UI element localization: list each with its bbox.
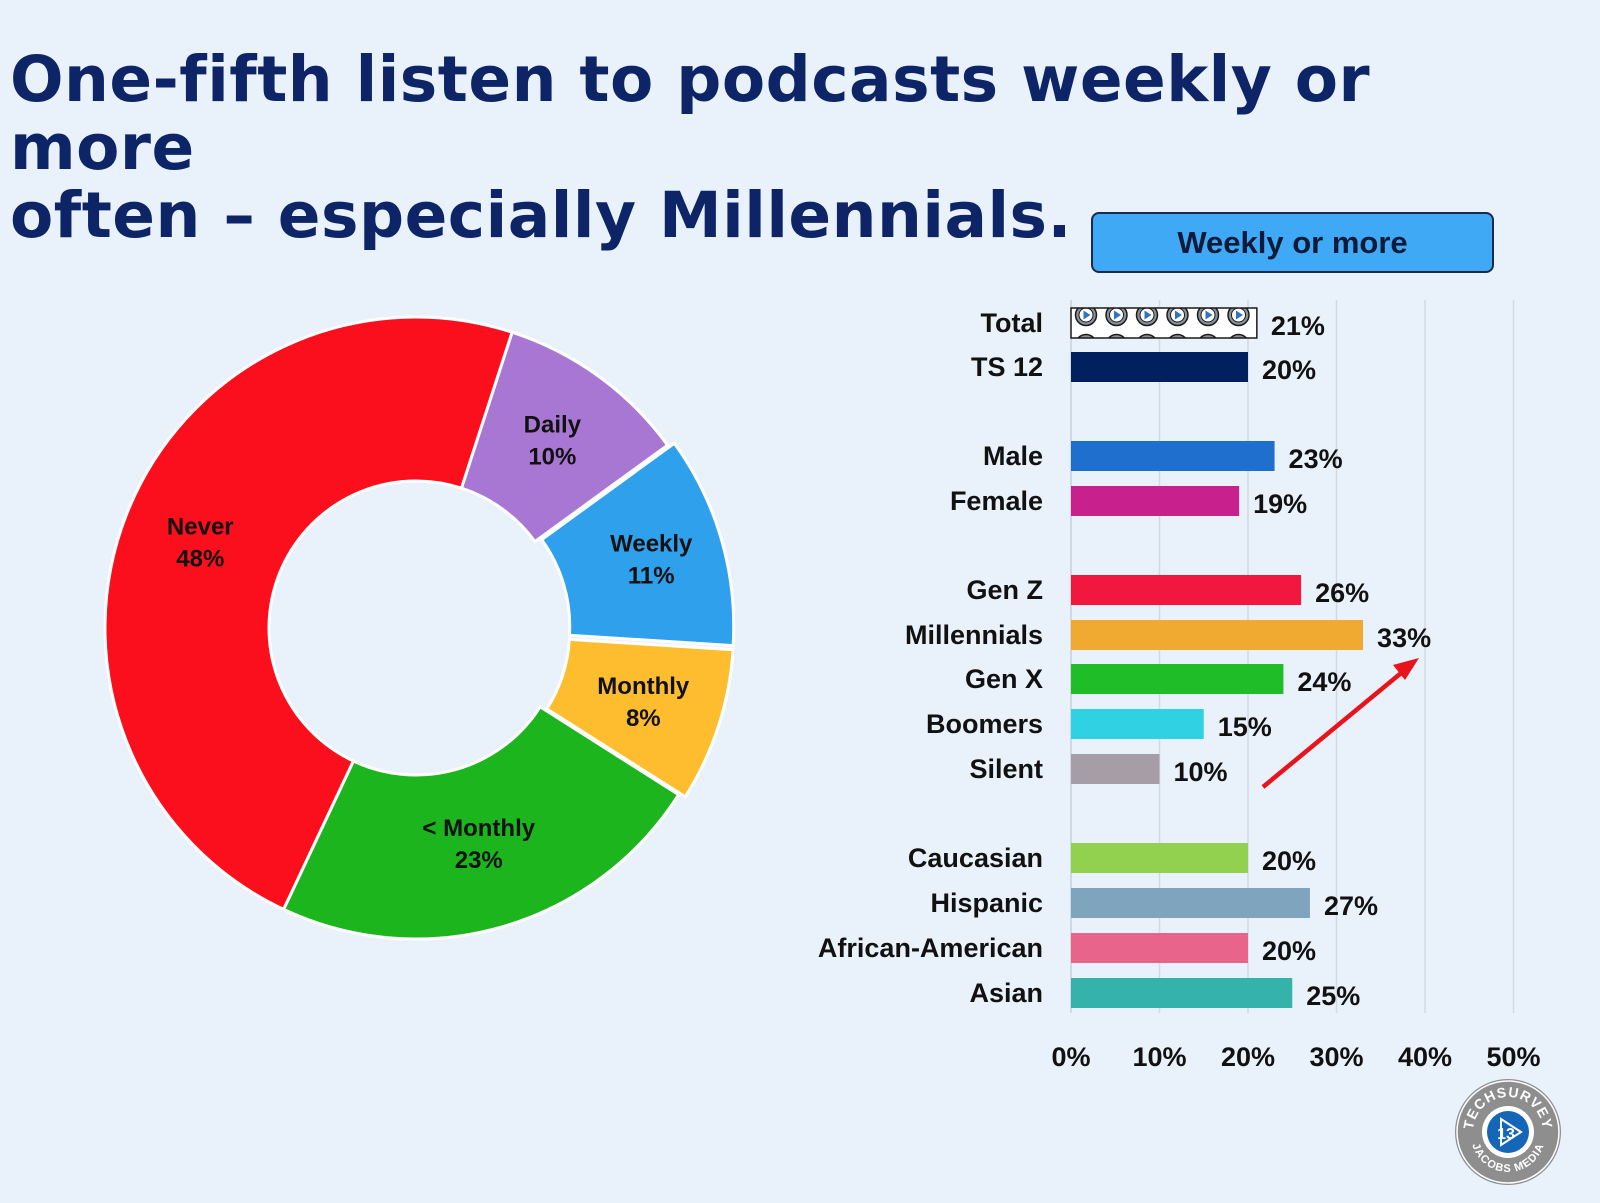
value-label-boomers: 15% <box>1218 712 1272 742</box>
donut-value-daily: 10% <box>528 443 576 470</box>
bar-total <box>1070 307 1258 339</box>
category-label-gen-z: Gen Z <box>966 575 1043 605</box>
bar-millennials <box>1071 620 1364 650</box>
title-line-1: One-fifth listen to podcasts weekly or m… <box>10 43 1371 184</box>
value-label-male: 23% <box>1289 444 1343 474</box>
title-line-2: often – especially Millennials. <box>10 179 1072 252</box>
donut-value-never: 48% <box>176 546 224 573</box>
value-label-total: 21% <box>1271 311 1325 341</box>
donut-slice-daily <box>459 330 670 544</box>
category-label-male: Male <box>983 441 1043 471</box>
bar-caucasian <box>1071 843 1248 873</box>
category-label-hispanic: Hispanic <box>930 888 1043 918</box>
value-label-asian: 25% <box>1306 981 1360 1011</box>
bar-ts-12 <box>1071 352 1248 382</box>
bar-hispanic <box>1071 888 1310 918</box>
value-label-silent: 10% <box>1174 757 1228 787</box>
donut-label-monthly: Monthly <box>597 673 690 700</box>
techsurvey-seal: 13 TECHSURVEY JACOBS MEDIA <box>1455 1079 1561 1185</box>
seal-number: 13 <box>1497 1126 1515 1143</box>
donut-slice-monthly <box>281 704 681 941</box>
category-label-silent: Silent <box>969 754 1043 784</box>
category-label-caucasian: Caucasian <box>908 843 1043 873</box>
value-label-female: 19% <box>1253 489 1307 519</box>
category-label-ts-12: TS 12 <box>971 352 1043 382</box>
value-label-gen-x: 24% <box>1297 667 1351 697</box>
category-label-boomers: Boomers <box>926 709 1043 739</box>
bar-african-american <box>1071 933 1248 963</box>
donut-chart: Daily 10% Weekly 11% Monthly 8% < Monthly 23% Ne… <box>103 315 736 941</box>
x-tick-label: 20% <box>1221 1042 1275 1072</box>
category-label-gen-x: Gen X <box>965 664 1043 694</box>
bar-boomers <box>1071 709 1204 739</box>
donut-label-weekly: Weekly <box>610 531 693 558</box>
value-label-hispanic: 27% <box>1324 891 1378 921</box>
weekly-or-more-badge: Weekly or more <box>1091 212 1494 273</box>
category-label-female: Female <box>950 486 1043 516</box>
bar-gen-z <box>1071 575 1302 605</box>
page-title: One-fifth listen to podcasts weekly or m… <box>10 46 1570 250</box>
trend-arrow-icon <box>1261 658 1419 789</box>
x-tick-label: 0% <box>1051 1042 1090 1072</box>
bar-silent <box>1071 754 1160 784</box>
donut-value-monthly: 8% <box>626 705 661 732</box>
category-label-millennials: Millennials <box>905 620 1043 650</box>
donut-value-monthly: 23% <box>455 847 503 874</box>
category-label-total: Total <box>981 308 1044 338</box>
category-label-african-american: African-American <box>818 933 1043 963</box>
category-label-asian: Asian <box>969 978 1043 1008</box>
x-tick-label: 40% <box>1398 1042 1452 1072</box>
value-label-gen-z: 26% <box>1315 578 1369 608</box>
bar-female <box>1071 486 1240 516</box>
value-label-ts-12: 20% <box>1262 355 1316 385</box>
value-label-african-american: 20% <box>1262 936 1316 966</box>
bar-gen-x <box>1071 664 1284 694</box>
x-tick-label: 50% <box>1486 1042 1540 1072</box>
donut-slice-monthly <box>544 637 735 799</box>
bar-male <box>1071 441 1275 471</box>
donut-slice-never <box>103 315 514 912</box>
value-label-caucasian: 20% <box>1262 846 1316 876</box>
x-tick-label: 10% <box>1132 1042 1186 1072</box>
donut-label-daily: Daily <box>524 411 582 438</box>
donut-label-never: Never <box>167 514 234 541</box>
donut-label-monthly: < Monthly <box>422 815 535 842</box>
donut-slice-weekly <box>539 441 736 648</box>
x-tick-label: 30% <box>1309 1042 1363 1072</box>
play-icon <box>1487 1111 1529 1153</box>
donut-value-weekly: 11% <box>628 563 675 590</box>
value-label-millennials: 33% <box>1377 623 1431 653</box>
bar-asian <box>1071 978 1293 1008</box>
